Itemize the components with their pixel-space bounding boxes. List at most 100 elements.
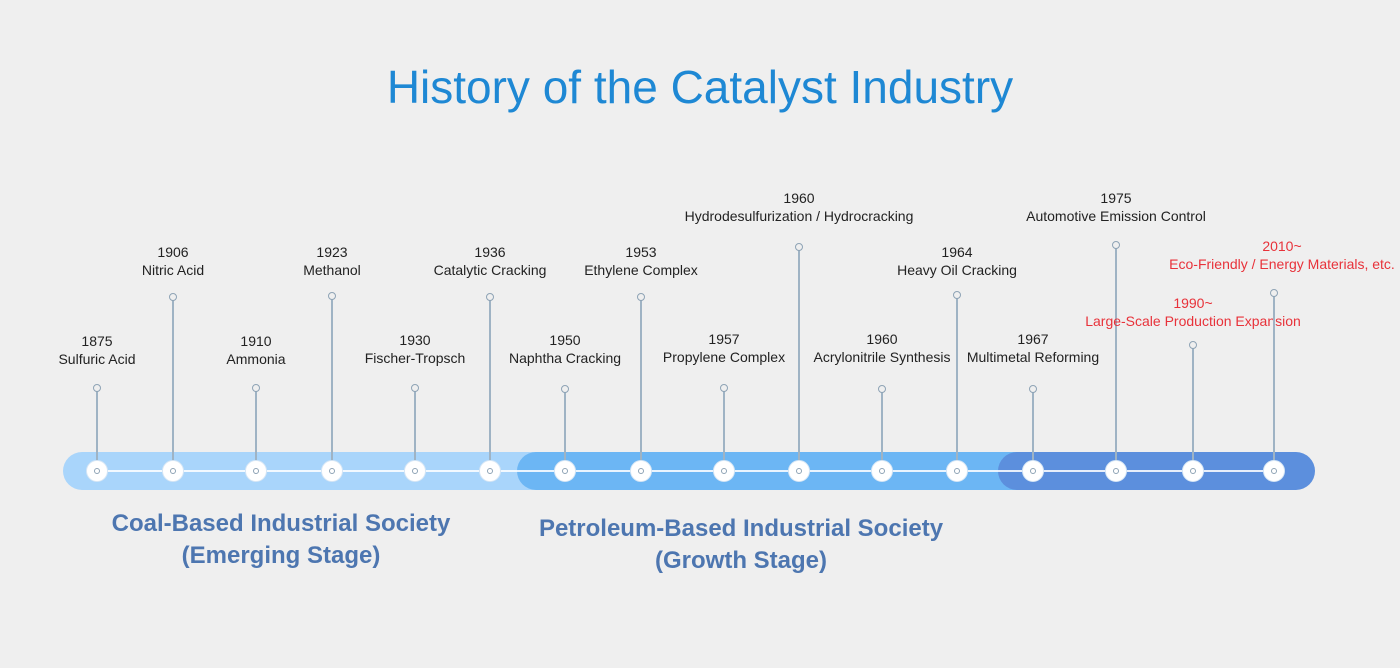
event-axis-dot — [1022, 460, 1044, 482]
event-marker-knob — [560, 384, 569, 393]
event-stem — [1032, 389, 1034, 471]
event-year: 1953 — [625, 244, 657, 260]
event-name: Catalytic Cracking — [433, 262, 547, 278]
event-marker-knob — [794, 242, 803, 251]
event-marker-knob — [251, 383, 260, 392]
event-stem — [331, 296, 333, 471]
event-stem — [1115, 245, 1117, 471]
event-name: Methanol — [303, 262, 361, 278]
event-marker-knob — [636, 292, 645, 301]
event-stem — [172, 297, 174, 471]
event-axis-dot — [1263, 460, 1285, 482]
event-name: Propylene Complex — [662, 349, 786, 365]
event-label: 1964 Heavy Oil Cracking — [777, 243, 1137, 279]
event-axis-dot — [630, 460, 652, 482]
event-label: 1967 Multimetal Reforming — [853, 330, 1213, 366]
event-stem — [96, 388, 98, 471]
event-name: Ammonia — [226, 351, 286, 367]
event-year: 1960 — [783, 190, 815, 206]
event-name: Large-Scale Production Expansion — [1085, 313, 1301, 329]
event-axis-dot — [404, 460, 426, 482]
event-label: 1910 Ammonia — [76, 332, 436, 368]
event-year: 1957 — [708, 331, 740, 347]
event-label: 1957 Propylene Complex — [544, 330, 904, 366]
event-year: 1990~ — [1173, 295, 1213, 311]
event-label: 1936 Catalytic Cracking — [310, 243, 670, 279]
event-label: 1953 Ethylene Complex — [461, 243, 821, 279]
stage-label-coal: Coal-Based Industrial Society (Emerging … — [21, 508, 541, 572]
event-marker-knob — [719, 383, 728, 392]
event-name: Eco-Friendly / Energy Materials, etc. — [1169, 256, 1395, 272]
timeline-axis-line — [97, 470, 1275, 472]
event-axis-dot — [321, 460, 343, 482]
event-stem — [564, 389, 566, 471]
event-stem — [723, 388, 725, 471]
event-year: 1960 — [866, 331, 898, 347]
event-stem — [489, 297, 491, 471]
event-name: Naphtha Cracking — [508, 350, 622, 366]
event-label: 2010~ Eco-Friendly / Energy Materials, et… — [1102, 237, 1400, 273]
event-year: 1964 — [941, 244, 973, 260]
event-stem — [1192, 345, 1194, 471]
event-year: 1936 — [474, 244, 506, 260]
event-name: Multimetal Reforming — [966, 349, 1100, 365]
event-axis-dot — [871, 460, 893, 482]
event-stem — [881, 389, 883, 471]
event-marker-knob — [485, 292, 494, 301]
event-name: Heavy Oil Cracking — [897, 262, 1017, 278]
event-axis-dot — [245, 460, 267, 482]
event-year: 1975 — [1100, 190, 1132, 206]
event-year: 1950 — [549, 332, 581, 348]
event-name: Hydrodesulfurization / Hydrocracking — [684, 208, 914, 224]
event-axis-dot — [1105, 460, 1127, 482]
event-label: 1930 Fischer-Tropsch — [235, 331, 595, 367]
event-axis-dot — [946, 460, 968, 482]
event-marker-knob — [92, 383, 101, 392]
event-year: 1875 — [81, 333, 113, 349]
event-marker-knob — [327, 291, 336, 300]
event-label: 1960 Acrylonitrile Synthesis — [702, 330, 1062, 366]
event-stem — [798, 247, 800, 471]
event-stem — [255, 388, 257, 471]
event-name: Nitric Acid — [141, 262, 205, 278]
event-marker-knob — [1269, 288, 1278, 297]
event-marker-knob — [1111, 240, 1120, 249]
event-name: Ethylene Complex — [584, 262, 698, 278]
stage-label-petroleum-line1: Petroleum-Based Industrial Society — [538, 515, 944, 542]
stage-label-coal-line1: Coal-Based Industrial Society — [111, 510, 451, 537]
event-marker-knob — [1188, 340, 1197, 349]
event-stem — [1273, 293, 1275, 471]
event-name: Acrylonitrile Synthesis — [813, 349, 951, 365]
event-stem — [640, 297, 642, 471]
event-name: Automotive Emission Control — [1026, 208, 1206, 224]
event-axis-dot — [713, 460, 735, 482]
event-marker-knob — [1028, 384, 1037, 393]
event-axis-dot — [788, 460, 810, 482]
event-year: 1930 — [399, 332, 431, 348]
event-name: Fischer-Tropsch — [364, 350, 466, 366]
event-axis-dot — [1182, 460, 1204, 482]
event-year: 2010~ — [1262, 238, 1302, 254]
page-title: History of the Catalyst Industry — [386, 61, 1014, 113]
event-marker-knob — [168, 292, 177, 301]
event-axis-dot — [479, 460, 501, 482]
event-year: 1910 — [240, 333, 272, 349]
event-label: 1975 Automotive Emission Control — [936, 189, 1296, 225]
event-year: 1923 — [316, 244, 348, 260]
event-marker-knob — [952, 290, 961, 299]
event-label: 1923 Methanol — [152, 243, 512, 279]
event-label: 1990~ Large-Scale Production Expansion — [1013, 294, 1373, 330]
event-marker-knob — [877, 384, 886, 393]
event-axis-dot — [86, 460, 108, 482]
stage-label-coal-line2: (Emerging Stage) — [181, 542, 381, 569]
event-label: 1960 Hydrodesulfurization / Hydrocracking — [619, 189, 979, 225]
event-stem — [414, 388, 416, 471]
event-stem — [956, 295, 958, 471]
event-year: 1967 — [1017, 331, 1049, 347]
event-axis-dot — [162, 460, 184, 482]
event-label: 1875 Sulfuric Acid — [0, 332, 277, 368]
event-year: 1906 — [157, 244, 189, 260]
stage-label-petroleum-line2: (Growth Stage) — [655, 547, 827, 574]
event-label: 1950 Naphtha Cracking — [385, 331, 745, 367]
